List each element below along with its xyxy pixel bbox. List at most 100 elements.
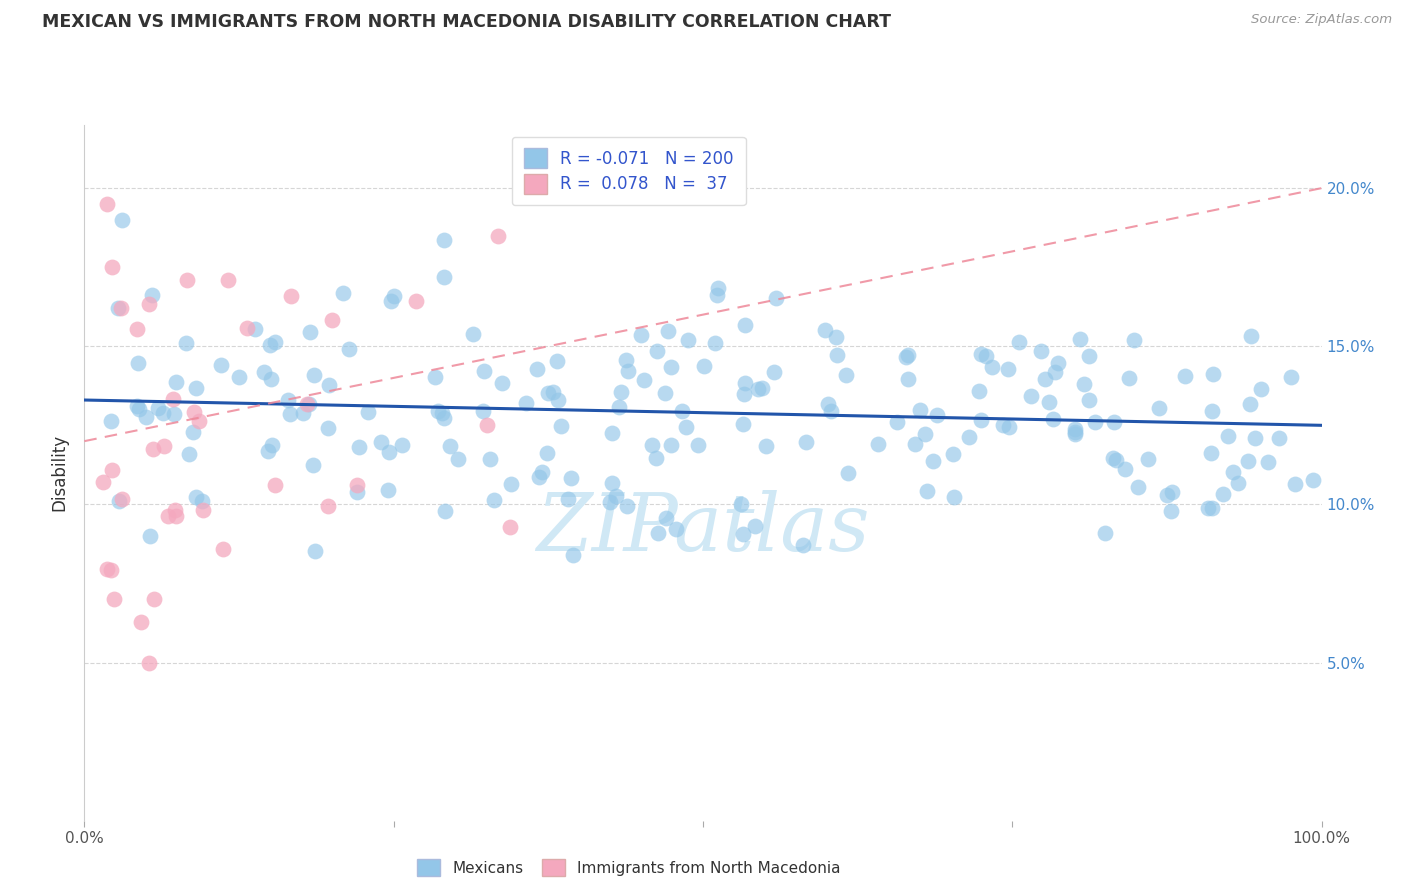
Point bbox=[191, 503, 214, 517]
Point bbox=[1069, 332, 1091, 346]
Point bbox=[763, 365, 786, 379]
Point bbox=[600, 475, 623, 490]
Legend: Mexicans, Immigrants from North Macedonia: Mexicans, Immigrants from North Macedoni… bbox=[411, 853, 846, 882]
Point bbox=[176, 273, 198, 287]
Point bbox=[96, 562, 118, 576]
Point bbox=[1201, 500, 1223, 515]
Point bbox=[970, 413, 993, 427]
Point bbox=[108, 494, 131, 508]
Point bbox=[96, 197, 118, 211]
Point bbox=[976, 350, 998, 364]
Point bbox=[91, 475, 114, 490]
Point bbox=[259, 337, 281, 351]
Point bbox=[641, 438, 664, 452]
Point bbox=[138, 656, 160, 670]
Point bbox=[1064, 425, 1087, 439]
Point bbox=[1202, 367, 1225, 381]
Point bbox=[734, 376, 756, 391]
Point bbox=[162, 392, 184, 406]
Point bbox=[531, 466, 554, 480]
Point bbox=[264, 335, 287, 350]
Point bbox=[499, 477, 522, 491]
Point bbox=[837, 466, 859, 480]
Point bbox=[733, 417, 755, 432]
Point bbox=[659, 359, 682, 374]
Point bbox=[177, 446, 200, 460]
Point bbox=[547, 393, 569, 408]
Point bbox=[630, 328, 652, 343]
Point bbox=[184, 381, 207, 395]
Point bbox=[731, 526, 754, 541]
Point bbox=[370, 435, 392, 450]
Point bbox=[127, 399, 149, 413]
Point bbox=[280, 407, 302, 421]
Point bbox=[671, 404, 693, 418]
Point bbox=[1197, 500, 1219, 515]
Point bbox=[647, 525, 669, 540]
Point bbox=[605, 489, 627, 503]
Point bbox=[1008, 334, 1031, 349]
Point bbox=[165, 509, 187, 524]
Point bbox=[295, 397, 318, 411]
Point bbox=[927, 408, 949, 422]
Point bbox=[1019, 388, 1042, 402]
Point bbox=[1063, 422, 1085, 436]
Point bbox=[1029, 344, 1052, 359]
Point bbox=[382, 289, 405, 303]
Point bbox=[245, 322, 267, 336]
Point bbox=[820, 403, 842, 417]
Point bbox=[162, 407, 184, 421]
Point bbox=[190, 493, 212, 508]
Point bbox=[1201, 446, 1223, 460]
Point bbox=[292, 406, 315, 420]
Text: Source: ZipAtlas.com: Source: ZipAtlas.com bbox=[1251, 13, 1392, 27]
Y-axis label: Disability: Disability bbox=[51, 434, 69, 511]
Point bbox=[209, 359, 232, 373]
Point bbox=[897, 371, 920, 385]
Point bbox=[316, 421, 339, 435]
Point bbox=[755, 439, 778, 453]
Point bbox=[148, 401, 170, 416]
Point bbox=[316, 499, 339, 513]
Point bbox=[228, 369, 250, 384]
Point bbox=[1227, 476, 1250, 491]
Point bbox=[693, 359, 716, 374]
Point bbox=[1212, 487, 1234, 501]
Point bbox=[751, 381, 773, 395]
Point bbox=[212, 541, 235, 556]
Point bbox=[302, 368, 325, 382]
Point bbox=[101, 463, 124, 477]
Point bbox=[744, 518, 766, 533]
Point bbox=[477, 417, 499, 432]
Point bbox=[557, 492, 579, 507]
Point bbox=[1302, 473, 1324, 487]
Point bbox=[423, 370, 446, 384]
Point bbox=[526, 362, 548, 376]
Point bbox=[472, 404, 495, 418]
Point bbox=[1064, 427, 1087, 442]
Point bbox=[546, 354, 568, 368]
Point bbox=[482, 492, 505, 507]
Point bbox=[942, 490, 965, 504]
Point bbox=[904, 436, 927, 450]
Point bbox=[380, 294, 402, 309]
Point bbox=[527, 469, 550, 483]
Point bbox=[957, 430, 980, 444]
Point bbox=[259, 372, 281, 386]
Point bbox=[1239, 397, 1261, 411]
Point bbox=[817, 397, 839, 411]
Point bbox=[616, 499, 638, 513]
Point bbox=[515, 396, 537, 410]
Point bbox=[141, 288, 163, 302]
Point bbox=[614, 352, 637, 367]
Point bbox=[111, 212, 134, 227]
Point bbox=[1257, 455, 1279, 469]
Point bbox=[280, 289, 302, 303]
Point bbox=[357, 404, 380, 418]
Point bbox=[835, 368, 858, 383]
Point bbox=[1073, 376, 1095, 391]
Point bbox=[600, 425, 623, 440]
Point bbox=[599, 495, 621, 509]
Point bbox=[434, 504, 457, 518]
Point bbox=[152, 406, 174, 420]
